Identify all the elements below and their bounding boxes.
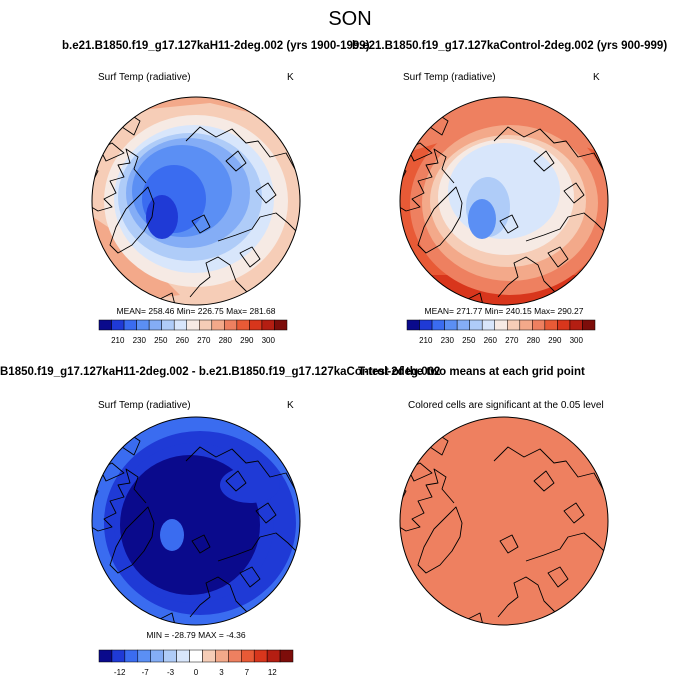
panel-bl-title: Surf Temp (radiative) bbox=[98, 400, 191, 411]
colorbar-bottom-left: -12 -7 -3 0 3 7 12 bbox=[98, 649, 294, 677]
panel-tl-units: K bbox=[287, 72, 294, 83]
colorbar-cell bbox=[494, 319, 508, 331]
colorbar-tick-label: 250 bbox=[462, 336, 476, 345]
colorbar-cell bbox=[241, 649, 255, 663]
colorbar-cell bbox=[261, 319, 275, 331]
colorbar-cell bbox=[189, 649, 203, 663]
colorbar-tick-label: 230 bbox=[441, 336, 455, 345]
colorbar-tick-label: 300 bbox=[570, 336, 584, 345]
colorbar-tick-label: 290 bbox=[240, 336, 254, 345]
colorbar-cell bbox=[173, 319, 187, 331]
colorbar-tick-label: -12 bbox=[114, 668, 126, 677]
colorbar-cell bbox=[444, 319, 458, 331]
colorbar-tick-label: 270 bbox=[505, 336, 519, 345]
colorbar-tick-label: 210 bbox=[111, 336, 125, 345]
colorbar-cell bbox=[253, 649, 268, 663]
colorbar-cell bbox=[98, 319, 112, 331]
colorbar-cell bbox=[456, 319, 470, 331]
colorbar-cell bbox=[136, 319, 150, 331]
colorbar-cell bbox=[481, 319, 495, 331]
colorbar-cell bbox=[519, 319, 533, 331]
colorbar-tick-label: 260 bbox=[176, 336, 190, 345]
colorbar-tick-label: 260 bbox=[484, 336, 498, 345]
colorbar-cell bbox=[211, 319, 225, 331]
header-diff: B1850.f19_g17.127kaH11-2deg.002 - b.e21.… bbox=[0, 366, 441, 378]
panel-tl-stats: MEAN= 258.46 Min= 226.75 Max= 281.68 bbox=[116, 306, 276, 316]
colorbar-tick-label: 280 bbox=[527, 336, 541, 345]
header-right-run: b.e21.B1850.f19_g17.127kaControl-2deg.00… bbox=[352, 40, 668, 52]
colorbar-tick-label: 290 bbox=[548, 336, 562, 345]
colorbar-cell bbox=[274, 319, 288, 331]
colorbar-top-right: 210 230 250 260 270 280 290 300 bbox=[406, 319, 596, 345]
colorbar-cell bbox=[186, 319, 200, 331]
panel-tr-stats: MEAN= 271.77 Min= 240.15 Max= 290.27 bbox=[424, 306, 584, 316]
colorbar-cell bbox=[123, 319, 137, 331]
colorbar-cell bbox=[148, 319, 162, 331]
colorbar-tick-label: 300 bbox=[262, 336, 276, 345]
colorbar-tick-label: 280 bbox=[219, 336, 233, 345]
colorbar-tick-label: -3 bbox=[167, 668, 175, 677]
colorbar-cell bbox=[98, 649, 113, 663]
colorbar-cell bbox=[406, 319, 420, 331]
panel-bl-stats: MIN = -28.79 MAX = -4.36 bbox=[146, 630, 246, 640]
colorbar-tick-label: 230 bbox=[133, 336, 147, 345]
header-left-run: b.e21.B1850.f19_g17.127kaH11-2deg.002 (y… bbox=[62, 40, 370, 52]
colorbar-tick-label: 12 bbox=[268, 668, 277, 677]
colorbar-cell bbox=[224, 319, 238, 331]
colorbar-cell bbox=[236, 319, 250, 331]
colorbar-cell bbox=[111, 649, 126, 663]
map-top-left bbox=[91, 96, 301, 306]
colorbar-cell bbox=[279, 649, 294, 663]
colorbar-cell bbox=[111, 319, 125, 331]
colorbar-cell bbox=[215, 649, 229, 663]
colorbar-cell bbox=[419, 319, 433, 331]
colorbar-tick-label: 270 bbox=[197, 336, 211, 345]
colorbar-cell bbox=[249, 319, 263, 331]
colorbar-cell bbox=[507, 319, 521, 331]
header-ttest: T-test of the two means at each grid poi… bbox=[358, 366, 585, 378]
colorbar-cell bbox=[163, 649, 177, 663]
colorbar-cell bbox=[124, 649, 139, 663]
colorbar-cell bbox=[266, 649, 281, 663]
colorbar-cell bbox=[431, 319, 445, 331]
colorbar-cell bbox=[569, 319, 583, 331]
colorbar-tick-label: 210 bbox=[419, 336, 433, 345]
panel-bl-units: K bbox=[287, 400, 294, 411]
colorbar-tick-label: 250 bbox=[154, 336, 168, 345]
panel-tr-title: Surf Temp (radiative) bbox=[403, 72, 496, 83]
panel-tl-title: Surf Temp (radiative) bbox=[98, 72, 191, 83]
colorbar-tick-label: 7 bbox=[245, 668, 250, 677]
map-top-right bbox=[399, 96, 609, 306]
colorbar-cell bbox=[137, 649, 151, 663]
colorbar-cell bbox=[202, 649, 216, 663]
colorbar-cell bbox=[582, 319, 596, 331]
colorbar-top-left: 210 230 250 260 270 280 290 300 bbox=[98, 319, 288, 345]
colorbar-cell bbox=[469, 319, 483, 331]
colorbar-cell bbox=[532, 319, 546, 331]
colorbar-cell bbox=[150, 649, 164, 663]
colorbar-cell bbox=[228, 649, 242, 663]
colorbar-cell bbox=[176, 649, 190, 663]
colorbar-tick-label: -7 bbox=[142, 668, 150, 677]
panel-br-title: Colored cells are significant at the 0.0… bbox=[408, 400, 604, 411]
colorbar-cell bbox=[199, 319, 213, 331]
panel-tr-units: K bbox=[593, 72, 600, 83]
season-title: SON bbox=[328, 8, 372, 30]
colorbar-cell bbox=[557, 319, 571, 331]
map-bottom-right bbox=[399, 416, 609, 626]
colorbar-tick-label: 3 bbox=[219, 668, 224, 677]
colorbar-cell bbox=[544, 319, 558, 331]
colorbar-cell bbox=[161, 319, 175, 331]
map-bottom-left bbox=[91, 416, 301, 626]
colorbar-tick-label: 0 bbox=[194, 668, 199, 677]
